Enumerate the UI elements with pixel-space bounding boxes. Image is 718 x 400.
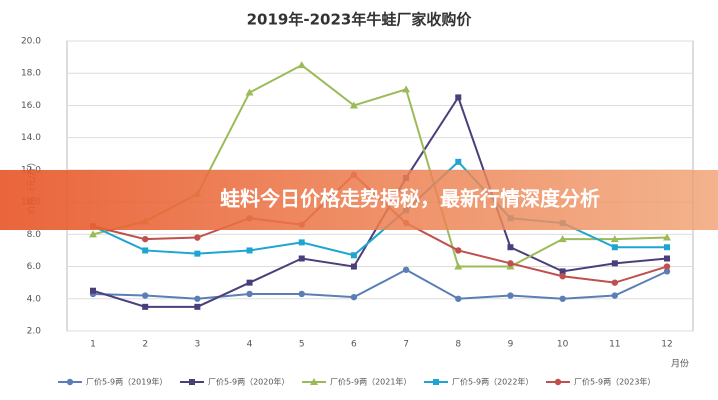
point bbox=[455, 295, 462, 302]
legend-label: 厂价5-9两（2021年） bbox=[330, 377, 411, 387]
point bbox=[455, 158, 462, 165]
point bbox=[350, 263, 357, 270]
banner bbox=[0, 170, 718, 230]
x-tick-label: 9 bbox=[508, 340, 514, 350]
banner-text: 蛙料今日价格走势揭秘，最新行情深度分析 bbox=[220, 187, 600, 211]
x-tick-label: 4 bbox=[247, 340, 253, 350]
point bbox=[454, 262, 463, 270]
legend-label: 厂价5-9两（2020年） bbox=[208, 377, 289, 387]
legend-marker bbox=[310, 378, 318, 385]
point bbox=[141, 292, 149, 299]
y-tick-label: 18.0 bbox=[21, 69, 41, 79]
legend-marker bbox=[66, 378, 74, 386]
x-tick-label: 12 bbox=[661, 340, 672, 350]
point bbox=[558, 235, 567, 243]
point bbox=[142, 303, 149, 310]
point bbox=[455, 94, 462, 101]
y-tick-label: 2.0 bbox=[27, 327, 42, 337]
point bbox=[350, 252, 357, 259]
point bbox=[246, 279, 253, 286]
x-tick-label: 1 bbox=[90, 340, 96, 350]
point bbox=[89, 230, 97, 238]
point bbox=[402, 85, 411, 93]
point bbox=[298, 290, 305, 298]
point bbox=[611, 244, 618, 251]
point bbox=[559, 295, 566, 302]
point bbox=[507, 292, 514, 299]
legend-marker bbox=[433, 379, 439, 385]
point bbox=[611, 279, 619, 286]
y-tick-label: 6.0 bbox=[27, 262, 42, 272]
point bbox=[194, 234, 201, 241]
point bbox=[559, 273, 566, 280]
point bbox=[90, 287, 96, 294]
y-tick-label: 20.0 bbox=[21, 37, 41, 47]
point bbox=[246, 290, 253, 298]
x-tick-label: 3 bbox=[194, 340, 200, 350]
series-line bbox=[92, 268, 668, 300]
point bbox=[507, 260, 514, 267]
y-tick-label: 4.0 bbox=[27, 294, 42, 304]
point bbox=[664, 255, 670, 262]
point bbox=[194, 250, 201, 257]
x-tick-label: 7 bbox=[403, 340, 409, 350]
legend-label: 厂价5-9两（2022年） bbox=[452, 377, 533, 387]
x-tick-label: 8 bbox=[455, 340, 461, 350]
point bbox=[611, 260, 618, 267]
y-tick-label: 8.0 bbox=[27, 230, 42, 240]
point bbox=[350, 293, 358, 301]
point bbox=[663, 233, 671, 241]
point bbox=[142, 247, 149, 254]
point bbox=[194, 295, 201, 302]
point bbox=[559, 268, 566, 275]
point bbox=[455, 247, 462, 254]
point bbox=[664, 244, 670, 251]
point bbox=[298, 239, 305, 246]
y-tick-label: 14.0 bbox=[21, 133, 41, 143]
chart-title: 2019年-2023年牛蛙厂家收购价 bbox=[247, 11, 473, 29]
point bbox=[611, 292, 619, 299]
point bbox=[194, 303, 201, 310]
x-tick-label: 5 bbox=[299, 340, 305, 350]
point bbox=[663, 263, 671, 270]
legend-label: 厂价5-9两（2019年） bbox=[86, 377, 167, 387]
y-tick-label: 16.0 bbox=[21, 101, 41, 111]
point bbox=[349, 101, 358, 109]
point bbox=[507, 244, 514, 251]
legend-label: 厂价5-9两（2023年） bbox=[574, 377, 655, 387]
x-axis-label: 月份 bbox=[671, 358, 689, 370]
point bbox=[298, 255, 305, 262]
point bbox=[610, 235, 619, 243]
legend-marker bbox=[554, 378, 562, 386]
point bbox=[297, 61, 306, 69]
point bbox=[663, 268, 671, 275]
point bbox=[402, 266, 410, 273]
point bbox=[141, 235, 149, 243]
x-tick-label: 11 bbox=[609, 340, 620, 350]
point bbox=[246, 247, 253, 254]
point bbox=[245, 88, 254, 96]
x-tick-label: 10 bbox=[557, 340, 569, 350]
x-tick-label: 2 bbox=[142, 340, 148, 350]
legend-marker bbox=[189, 379, 195, 385]
x-tick-label: 6 bbox=[351, 340, 357, 350]
